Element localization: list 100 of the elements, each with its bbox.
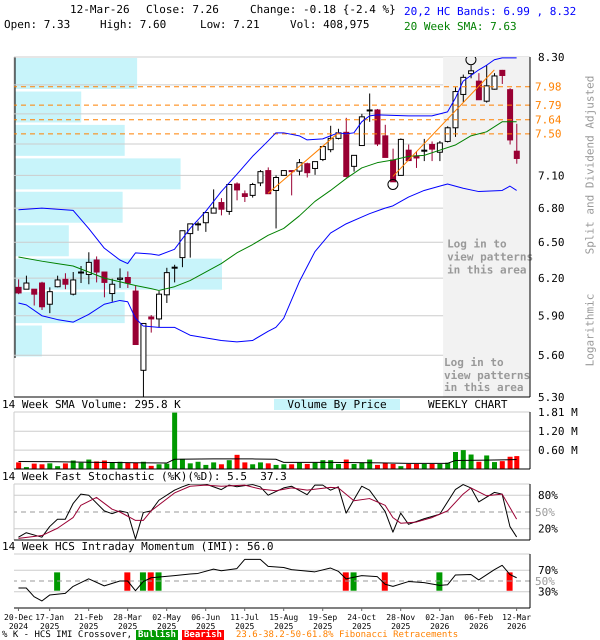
bar: [15, 225, 69, 256]
text: 20 Week SMA: 7.63: [404, 19, 518, 34]
y-tick-label: 6.50: [538, 236, 564, 250]
y-tick-label: 0.60 M: [538, 444, 578, 458]
candlestick: [514, 123, 520, 164]
bar: [476, 462, 482, 469]
y-tick-label: 80%: [538, 489, 558, 502]
text: Split and Dividend Adjusted: [584, 76, 596, 254]
text: High: 7.60: [100, 18, 166, 31]
ref-line-label: 50%: [535, 506, 556, 519]
x-tick-label: 17-Jan 2025: [35, 613, 64, 631]
bar: [15, 91, 82, 122]
x-tick-label: 12-Mar 2026: [502, 613, 532, 631]
bar: [172, 412, 178, 469]
legend-title: % K - HCS IMI Crossover,: [2, 630, 132, 640]
candlestick: [16, 278, 22, 295]
chart-title: 14 Week HCS Intraday Momentum (IMI): 56.0: [2, 540, 274, 553]
candlestick: [62, 272, 68, 290]
bar: [226, 460, 232, 469]
x-tick-label: 20-Dec 2024: [4, 613, 34, 631]
bar: [258, 462, 263, 469]
bar: [15, 124, 125, 156]
candlestick: [390, 148, 396, 182]
text: 20,2 HC Bands: 6.99 , 8.32: [404, 4, 576, 19]
y-tick-label: 5.60: [538, 349, 564, 362]
chart-title: 14 Week SMA Volume: 295.8 K: [2, 398, 181, 411]
ref-line-label: 7.98: [535, 80, 562, 94]
candlestick: [31, 288, 38, 306]
candlestick: [242, 190, 248, 202]
y-tick-label: 7.10: [538, 169, 564, 182]
text: Low: 7.21: [200, 18, 260, 31]
bar: [452, 452, 458, 469]
bar: [78, 462, 84, 469]
candlestick: [312, 161, 318, 176]
bar: [211, 462, 216, 469]
candlestick: [429, 140, 436, 162]
candlestick: [273, 174, 280, 229]
y-tick-label: 8.30: [538, 50, 564, 64]
text: Bearish: [182, 630, 224, 640]
text: 12-Mar-26: [70, 3, 130, 16]
candlestick: [265, 166, 272, 194]
text: Vol: 408,975: [290, 18, 370, 31]
candlestick: [218, 198, 224, 216]
bar: [460, 450, 466, 469]
y-tick-label: 20%: [538, 522, 558, 536]
bar: [514, 456, 520, 469]
text: Logarithmic: [584, 294, 596, 366]
candlestick: [444, 126, 451, 143]
x-tick-label: 24-Oct 2025: [347, 613, 376, 631]
x-tick-label: 28-Mar 2025: [113, 613, 142, 631]
bar: [242, 462, 248, 469]
candlestick: [421, 138, 428, 162]
candlestick: [94, 256, 100, 283]
bar: [15, 158, 181, 190]
x-tick-label: 11-Jul 2025: [230, 613, 260, 631]
x-tick-label: 19-Sep 2025: [308, 613, 338, 631]
x-tick-label: 02-May 2025: [152, 613, 182, 631]
candlestick: [257, 170, 264, 187]
x-tick-label: 06-Feb 2026: [464, 613, 494, 631]
candlestick: [484, 64, 490, 104]
candlestick: [351, 154, 358, 172]
y-tick-label: 6.20: [538, 272, 564, 286]
chart-title: 14 Week Fast Stochastic (%K)(%D): 5.5 37.3: [2, 470, 287, 483]
text: 23.6-38.2-50-61.8% Fibonacci Retracements: [236, 630, 458, 640]
ref-line-label: 50%: [535, 574, 556, 588]
x-tick-label: 21-Feb 2025: [74, 613, 104, 631]
candlestick: [148, 314, 154, 334]
candlestick: [304, 162, 310, 178]
y-tick-label: 30%: [538, 586, 558, 599]
candlestick: [250, 182, 256, 198]
y-tick-label: 6.80: [538, 202, 564, 215]
text: Change: -0.18 {-2.4 %}: [250, 3, 396, 16]
y-tick-label: 5.30: [538, 390, 564, 404]
annotation: Log in to view patterns in this area: [444, 356, 530, 394]
x-tick-label: 15-Aug 2025: [269, 613, 298, 631]
y-tick-label: 5.90: [538, 310, 564, 323]
text: Open: 7.33: [4, 18, 70, 31]
y-tick-label: 70%: [538, 564, 558, 578]
ref-line-label: 7.79: [535, 98, 562, 112]
candlestick: [195, 221, 202, 232]
bar: [468, 454, 474, 469]
bar: [32, 464, 37, 469]
candlestick: [476, 72, 482, 100]
bar: [492, 462, 497, 469]
bar: [15, 326, 42, 357]
candlestick: [382, 124, 388, 158]
candlestick: [124, 270, 131, 288]
y-tick-label: 1.81 M: [538, 406, 578, 419]
candlestick: [499, 69, 506, 84]
candlestick: [234, 182, 240, 201]
bar: [15, 58, 138, 89]
bar: [500, 461, 505, 469]
candlestick: [366, 92, 373, 122]
ref-line-label: 7.64: [535, 114, 562, 127]
text: Bullish: [136, 630, 178, 640]
text: WEEKLY CHART: [428, 398, 508, 411]
bar: [15, 192, 123, 223]
candlestick: [101, 272, 108, 298]
y-tick-label: 1.20 M: [538, 425, 578, 438]
bar: [196, 462, 201, 469]
